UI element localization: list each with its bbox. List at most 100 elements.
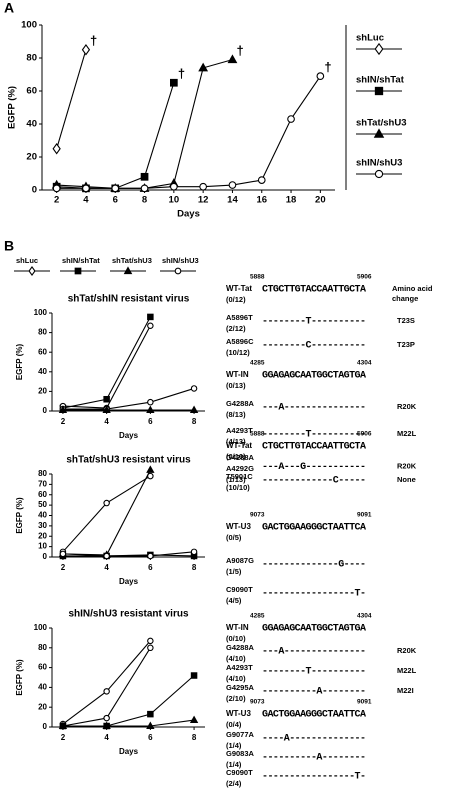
amino-acid-change: R20K: [397, 461, 417, 470]
data-point: [189, 405, 199, 414]
mutation-count: (1/13): [226, 475, 246, 484]
x-tick-label: 2: [54, 195, 59, 206]
mutation-name: G9077A: [226, 730, 255, 739]
position-start: 9073: [250, 512, 265, 519]
x-tick-label: 8: [192, 563, 197, 572]
y-tick-label: 0: [43, 552, 48, 561]
legend-marker: [374, 86, 384, 96]
x-tick-label: 2: [61, 733, 66, 742]
data-point: [103, 499, 110, 507]
series-line: [62, 475, 151, 553]
x-tick-label: 4: [83, 195, 89, 206]
legend-label: shIN/shTat: [356, 75, 405, 86]
data-point: [190, 385, 198, 392]
mutation-count: (4/13): [226, 437, 246, 446]
data-point: [170, 182, 178, 191]
x-tick-label: 6: [113, 195, 118, 206]
panel-label: B: [4, 238, 14, 254]
end-label: †: [90, 33, 97, 48]
reference-count: (0/10): [226, 452, 246, 461]
position-end: 5906: [357, 274, 372, 281]
data-point: [52, 184, 61, 193]
legend-marker: [123, 266, 133, 275]
amino-acid-change: M22L: [397, 666, 417, 675]
x-tick-label: 8: [192, 417, 197, 426]
legend-marker: [374, 42, 384, 56]
mutant-sequence: -----------------T-: [262, 772, 366, 783]
legend-marker: [28, 266, 36, 276]
mutant-sequence: ----A--------------: [262, 734, 366, 745]
x-axis-label: Days: [119, 747, 139, 756]
mutation-count: (1/5): [226, 567, 242, 576]
y-tick-label: 100: [34, 623, 48, 632]
mutation-count: (10/12): [226, 348, 250, 357]
data-point: [170, 78, 178, 87]
x-tick-label: 12: [198, 195, 209, 206]
mutation-name: G4288A: [226, 399, 255, 408]
x-tick-label: 6: [148, 563, 153, 572]
y-tick-label: 20: [38, 531, 47, 540]
mutant-sequence: --------T----------: [262, 667, 366, 678]
reference-name: WT-IN: [226, 370, 249, 379]
end-label: †: [236, 43, 243, 58]
y-tick-label: 20: [26, 152, 37, 163]
mutation-name: G4295A: [226, 683, 255, 692]
y-tick-label: 20: [38, 702, 47, 711]
legend-label: shIN/shU3: [356, 158, 402, 169]
x-axis-label: Days: [119, 431, 139, 440]
mutation-name: T5901C: [226, 472, 253, 481]
mutation-name: G9083A: [226, 749, 255, 758]
mutation-count: (4/5): [226, 596, 242, 605]
x-tick-label: 8: [142, 195, 147, 206]
reference-sequence: CTGCTTGTACCAATTGCTA: [262, 442, 366, 453]
reference-name: WT-IN: [226, 623, 249, 632]
y-tick-label: 80: [38, 328, 47, 337]
mutant-sequence: --------T----------: [262, 317, 366, 328]
mutant-sequence: ---A---------------: [262, 647, 366, 658]
series-line: [62, 640, 151, 725]
series-line: [56, 75, 321, 189]
mutation-count: (2/4): [226, 779, 242, 788]
x-tick-label: 6: [148, 417, 153, 426]
reference-name: WT-Tat: [226, 441, 252, 450]
mutant-sequence: -----------------T-: [262, 589, 366, 600]
legend-marker: [374, 169, 384, 179]
amino-acid-change: R20K: [397, 646, 417, 655]
mutation-name: C9090T: [226, 585, 253, 594]
chart-title: shTat/shIN resistant virus: [68, 294, 190, 305]
position-start: 5888: [250, 274, 265, 281]
series-line: [62, 325, 151, 409]
series-line: [56, 59, 233, 189]
data-point: [58, 405, 68, 414]
data-point: [81, 44, 91, 56]
data-point: [103, 688, 110, 695]
mutation-count: (2/12): [226, 324, 246, 333]
data-point: [199, 182, 207, 191]
mutation-count: (1/4): [226, 741, 242, 750]
legend-label: shIN/shTat: [62, 256, 100, 265]
x-tick-label: 4: [104, 733, 109, 742]
x-tick-label: 8: [192, 733, 197, 742]
position-end: 4304: [357, 360, 372, 367]
mutation-name: A9087G: [226, 556, 254, 565]
x-tick-label: 2: [61, 417, 66, 426]
reference-sequence: GGAGAGCAATGGCTAGTGA: [262, 371, 366, 382]
x-tick-label: 20: [315, 195, 326, 206]
position-start: 5888: [250, 431, 265, 438]
series-line: [62, 719, 195, 727]
x-axis-label: Days: [119, 577, 139, 586]
reference-sequence: GGAGAGCAATGGCTAGTGA: [262, 624, 366, 635]
reference-count: (0/10): [226, 634, 246, 643]
legend-marker: [74, 267, 82, 275]
data-point: [189, 715, 199, 724]
y-tick-label: 40: [26, 119, 37, 130]
mutation-count: (1/4): [226, 760, 242, 769]
reference-name: WT-Tat: [226, 284, 252, 293]
mutant-sequence: ---A---G-----------: [262, 462, 366, 473]
data-point: [58, 721, 68, 729]
y-tick-label: 60: [38, 663, 47, 672]
y-tick-label: 80: [38, 643, 47, 652]
amino-acid-change: R20K: [397, 402, 417, 411]
column-header: change: [392, 294, 418, 303]
